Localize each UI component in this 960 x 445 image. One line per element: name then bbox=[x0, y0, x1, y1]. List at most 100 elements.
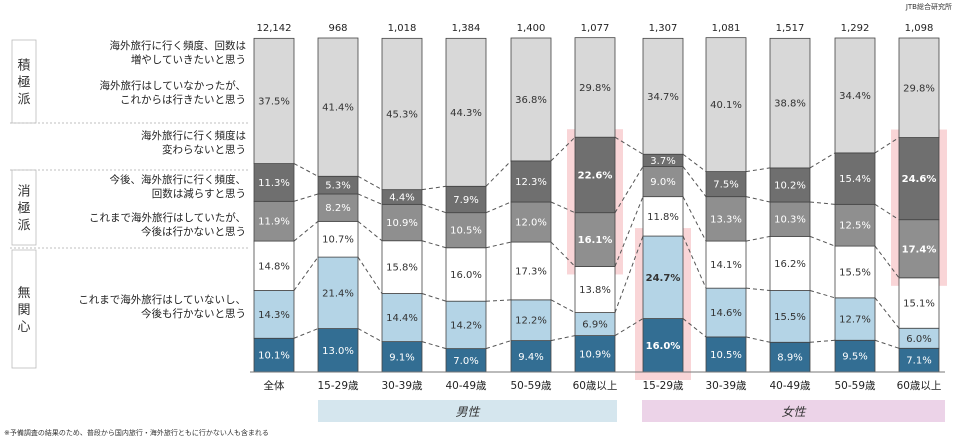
bar-segment bbox=[898, 277, 940, 329]
group-label-char: 積 bbox=[17, 59, 30, 74]
x-tick-label: 40-49歳 bbox=[769, 380, 811, 392]
data-label: 15.4% bbox=[839, 174, 871, 185]
legend-label: 変わらないと思う bbox=[162, 143, 246, 156]
data-label: 12.5% bbox=[839, 221, 871, 232]
bar-segment bbox=[445, 212, 487, 249]
data-label: 12.3% bbox=[515, 177, 547, 188]
connector-line bbox=[485, 241, 512, 249]
data-label: 9.5% bbox=[842, 352, 867, 363]
source-label: JTB総合研究所 bbox=[905, 3, 952, 11]
x-tick-label: 30-39歳 bbox=[381, 380, 423, 392]
connector-line bbox=[421, 341, 447, 350]
data-label: 36.8% bbox=[515, 95, 547, 106]
data-label: 44.3% bbox=[450, 108, 482, 119]
bar-segment bbox=[317, 37, 359, 177]
legend-label: これまで海外旅行はしていないし、 bbox=[78, 293, 246, 306]
sample-size-label: 12,142 bbox=[257, 23, 292, 34]
legend-label: 海外旅行はしていなかったが、 bbox=[100, 79, 246, 92]
connector-line bbox=[809, 201, 836, 205]
bar-segment bbox=[769, 37, 811, 169]
data-label: 14.4% bbox=[386, 313, 418, 324]
bar-segment bbox=[253, 37, 295, 164]
data-label: 13.3% bbox=[710, 214, 742, 225]
data-label: 16.1% bbox=[578, 235, 613, 246]
data-label: 14.3% bbox=[258, 310, 290, 321]
data-label: 10.2% bbox=[774, 180, 806, 191]
x-tick-label: 50-59歳 bbox=[834, 380, 876, 392]
data-label: 7.5% bbox=[713, 180, 738, 191]
bar-segment bbox=[642, 37, 684, 155]
bar-segment bbox=[834, 203, 876, 247]
data-label: 16.0% bbox=[450, 270, 482, 281]
group-bracket bbox=[11, 39, 37, 124]
connector-line bbox=[293, 328, 319, 339]
legend-label: 今後、海外旅行に行く頻度、 bbox=[110, 173, 247, 186]
connector-line bbox=[745, 336, 771, 343]
data-label: 6.0% bbox=[906, 334, 931, 345]
data-label: 21.4% bbox=[322, 288, 354, 299]
group-label-char: 極 bbox=[17, 75, 30, 91]
bar-segment bbox=[642, 196, 684, 237]
connector-line bbox=[485, 299, 512, 302]
group-label-char: 派 bbox=[17, 219, 30, 234]
connector-line bbox=[293, 193, 319, 202]
data-label: 17.4% bbox=[902, 244, 937, 255]
gender-label: 女性 bbox=[781, 405, 806, 419]
data-label: 38.8% bbox=[774, 99, 806, 110]
connector-line bbox=[809, 152, 836, 169]
legend-label: 今後は行かないと思う bbox=[141, 225, 246, 238]
bar-segment bbox=[642, 318, 684, 373]
x-tick-label: 60歳以上 bbox=[573, 380, 618, 392]
data-label: 6.9% bbox=[582, 320, 607, 331]
data-label: 7.9% bbox=[453, 195, 478, 206]
data-label: 16.2% bbox=[774, 259, 806, 270]
connector-line bbox=[293, 220, 319, 242]
gender-band bbox=[318, 400, 617, 422]
legend-label: 増やしていきたいと思う bbox=[131, 53, 246, 66]
connector-line bbox=[809, 235, 836, 247]
data-label: 10.9% bbox=[579, 349, 611, 360]
bar-segment bbox=[705, 37, 747, 173]
connector-line bbox=[357, 220, 383, 242]
connector-line bbox=[874, 203, 900, 221]
bar-segment bbox=[574, 37, 616, 138]
connector-line bbox=[550, 335, 576, 342]
footnote: ※予備調査の結果のため、普段から国内旅行・海外旅行ともに行かない人も含まれる bbox=[4, 429, 269, 437]
data-label: 5.3% bbox=[325, 181, 350, 192]
bar-segment bbox=[898, 137, 940, 221]
data-label: 29.8% bbox=[579, 83, 611, 94]
group-label-char: 極 bbox=[17, 201, 30, 217]
x-tick-label: 15-29歳 bbox=[642, 380, 684, 392]
bar-segment bbox=[705, 336, 747, 373]
data-label: 24.7% bbox=[646, 273, 681, 284]
connector-line bbox=[485, 160, 512, 187]
bar-segment bbox=[445, 185, 487, 214]
data-label: 10.5% bbox=[710, 350, 742, 361]
data-label: 11.8% bbox=[647, 212, 679, 223]
x-tick-label: 15-29歳 bbox=[317, 380, 359, 392]
group-bracket bbox=[11, 169, 37, 246]
bar-segment bbox=[898, 37, 940, 138]
group-label-char: 派 bbox=[17, 93, 30, 108]
bar-segment bbox=[253, 337, 295, 373]
connector-line bbox=[485, 340, 512, 350]
group-label-char: 消 bbox=[17, 185, 30, 200]
bar-segment bbox=[317, 220, 359, 258]
data-label: 8.9% bbox=[777, 353, 802, 364]
data-label: 10.5% bbox=[450, 226, 482, 237]
connector-line bbox=[550, 201, 576, 214]
data-label: 10.9% bbox=[386, 218, 418, 229]
bar-segment bbox=[510, 160, 552, 203]
connector-line bbox=[614, 318, 644, 337]
connector-line bbox=[293, 256, 319, 291]
sample-size-label: 1,384 bbox=[452, 23, 481, 34]
bar-segment bbox=[705, 196, 747, 242]
data-label: 4.4% bbox=[389, 192, 414, 203]
sample-size-label: 1,292 bbox=[841, 23, 870, 34]
bar-segment bbox=[317, 256, 359, 329]
data-label: 12.7% bbox=[839, 315, 871, 326]
bar-segment bbox=[769, 290, 811, 343]
data-label: 37.5% bbox=[258, 96, 290, 107]
data-label: 3.7% bbox=[650, 156, 675, 167]
gender-label: 男性 bbox=[455, 405, 480, 419]
